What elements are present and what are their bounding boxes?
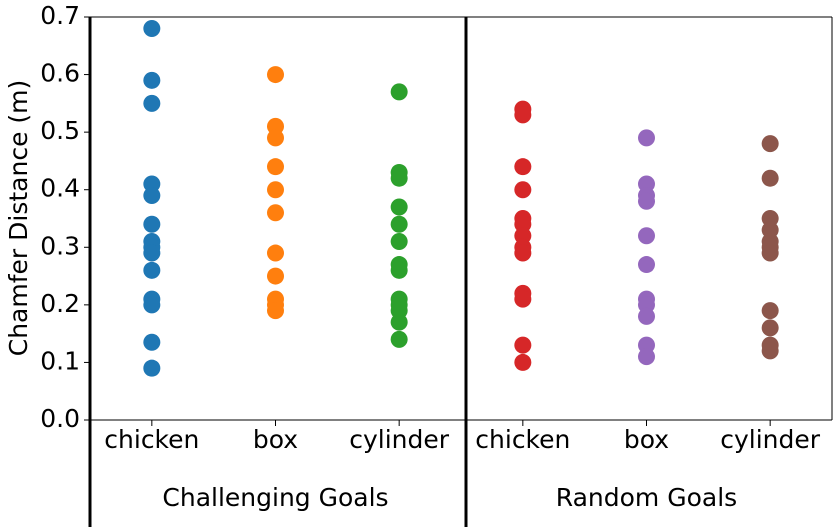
y-tick-label: 0.3 bbox=[40, 231, 80, 260]
point bbox=[267, 302, 284, 320]
point bbox=[390, 233, 408, 251]
y-tick-label: 0.2 bbox=[40, 289, 80, 318]
point bbox=[390, 169, 408, 187]
x-tick-label: box bbox=[253, 425, 298, 454]
point bbox=[761, 319, 779, 337]
point bbox=[143, 333, 161, 351]
point bbox=[390, 330, 408, 348]
point bbox=[514, 158, 532, 176]
x-tick-label: chicken bbox=[475, 425, 570, 454]
group-label: Challenging Goals bbox=[162, 483, 388, 512]
y-tick-label: 0.4 bbox=[40, 174, 80, 203]
point bbox=[514, 353, 532, 371]
point bbox=[638, 256, 655, 274]
y-tick-label: 0.1 bbox=[40, 346, 80, 375]
point bbox=[761, 342, 779, 360]
point bbox=[761, 169, 779, 187]
point bbox=[761, 302, 779, 320]
point bbox=[390, 215, 408, 233]
point bbox=[143, 215, 161, 233]
y-tick-label: 0.6 bbox=[40, 59, 80, 88]
point bbox=[390, 198, 408, 216]
point bbox=[267, 129, 284, 147]
point bbox=[143, 20, 161, 38]
x-tick-label: cylinder bbox=[720, 425, 821, 454]
point bbox=[143, 94, 161, 112]
point bbox=[143, 186, 161, 204]
point bbox=[267, 181, 284, 199]
point bbox=[143, 296, 161, 314]
point bbox=[638, 227, 655, 245]
point bbox=[267, 204, 284, 222]
point bbox=[267, 267, 284, 285]
point bbox=[143, 261, 161, 279]
point bbox=[638, 192, 655, 210]
point bbox=[761, 244, 779, 262]
point bbox=[514, 336, 532, 354]
point bbox=[143, 71, 161, 89]
point bbox=[638, 129, 655, 147]
point bbox=[390, 261, 408, 279]
point bbox=[514, 106, 532, 124]
y-tick-label: 0.5 bbox=[40, 116, 80, 145]
point bbox=[514, 290, 532, 308]
x-tick-label: chicken bbox=[104, 425, 199, 454]
point bbox=[267, 66, 284, 84]
y-tick-label: 0.0 bbox=[40, 404, 80, 433]
y-axis-label: Chamfer Distance (m) bbox=[4, 80, 33, 357]
point bbox=[390, 83, 408, 101]
point bbox=[638, 348, 655, 366]
point bbox=[514, 181, 532, 199]
point bbox=[514, 244, 532, 262]
x-tick-label: cylinder bbox=[349, 425, 450, 454]
x-tick-label: box bbox=[624, 425, 669, 454]
group-label: Random Goals bbox=[556, 483, 737, 512]
point bbox=[267, 244, 284, 262]
point bbox=[143, 244, 161, 262]
point bbox=[390, 313, 408, 331]
point bbox=[761, 135, 779, 153]
point bbox=[267, 158, 284, 176]
point bbox=[143, 359, 161, 377]
y-tick-label: 0.7 bbox=[40, 1, 80, 30]
point bbox=[638, 307, 655, 325]
